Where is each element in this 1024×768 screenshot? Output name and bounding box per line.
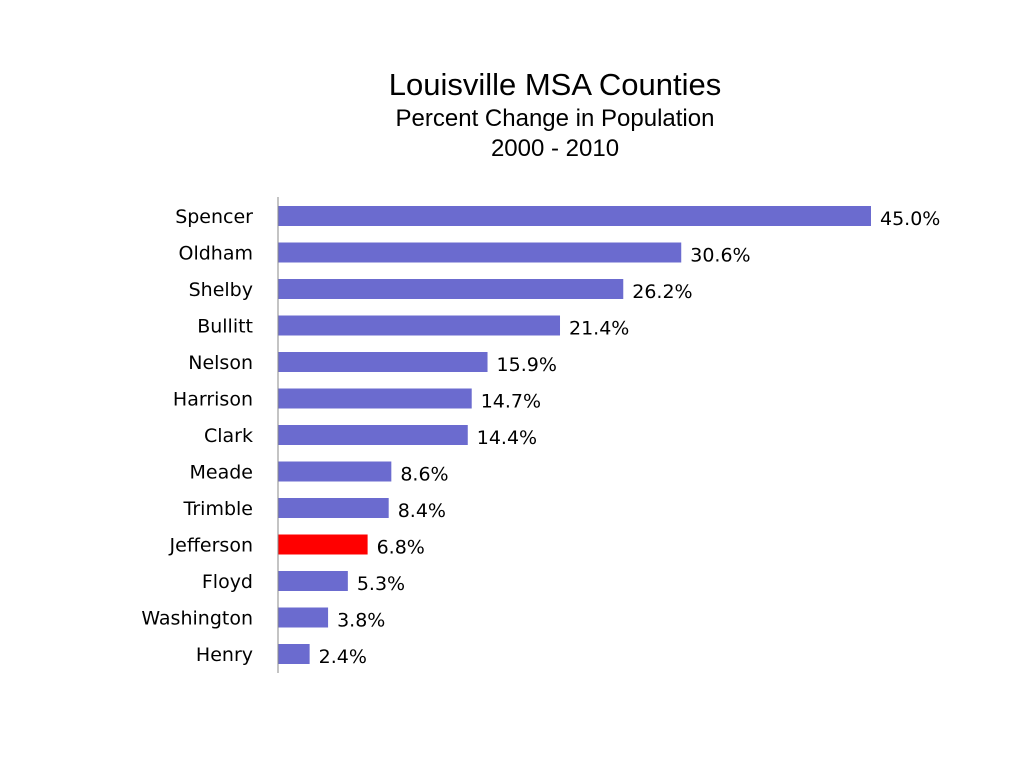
category-label: Oldham (179, 243, 254, 265)
bar-oldham (278, 242, 682, 263)
data-label: 2.4% (319, 646, 367, 668)
data-label: 14.7% (481, 391, 541, 413)
bar-spencer (278, 206, 871, 226)
category-label: Harrison (173, 389, 253, 411)
bar-meade (278, 461, 392, 482)
category-label: Clark (204, 425, 253, 447)
data-label: 3.8% (337, 610, 385, 632)
bar-trimble (278, 498, 389, 518)
data-label: 26.2% (632, 281, 692, 303)
category-label: Jefferson (169, 535, 253, 557)
data-label: 30.6% (690, 245, 750, 267)
data-label: 14.4% (477, 427, 537, 449)
category-label: Floyd (202, 571, 253, 593)
data-label: 15.9% (497, 354, 557, 376)
data-label: 8.6% (400, 464, 448, 486)
category-label: Nelson (188, 352, 253, 374)
category-label: Washington (141, 608, 253, 630)
data-label: 6.8% (377, 537, 425, 559)
bar-nelson (278, 352, 488, 372)
bar-jefferson (278, 534, 368, 555)
bar-floyd (278, 571, 348, 591)
category-label: Trimble (183, 498, 253, 520)
category-label: Bullitt (197, 316, 253, 338)
bar-washington (278, 607, 329, 628)
bar-clark (278, 425, 468, 445)
chart-subtitle-years: 2000 - 2010 (490, 135, 620, 162)
data-label: 21.4% (569, 318, 629, 340)
bar-harrison (278, 388, 472, 409)
category-label: Spencer (175, 206, 253, 228)
category-label: Henry (196, 644, 253, 666)
data-label: 5.3% (357, 573, 405, 595)
data-label: 45.0% (880, 208, 940, 230)
chart-subtitle: Percent Change in Population (395, 105, 715, 132)
category-label: Shelby (189, 279, 253, 301)
chart-titles: Louisville MSA Counties Percent Change i… (0, 66, 1024, 164)
category-label: Meade (190, 462, 253, 484)
bar-bullitt (278, 315, 561, 336)
bar-henry (278, 644, 310, 664)
data-label: 8.4% (398, 500, 446, 522)
bar-shelby (278, 279, 624, 299)
chart-title: Louisville MSA Counties (388, 67, 722, 102)
